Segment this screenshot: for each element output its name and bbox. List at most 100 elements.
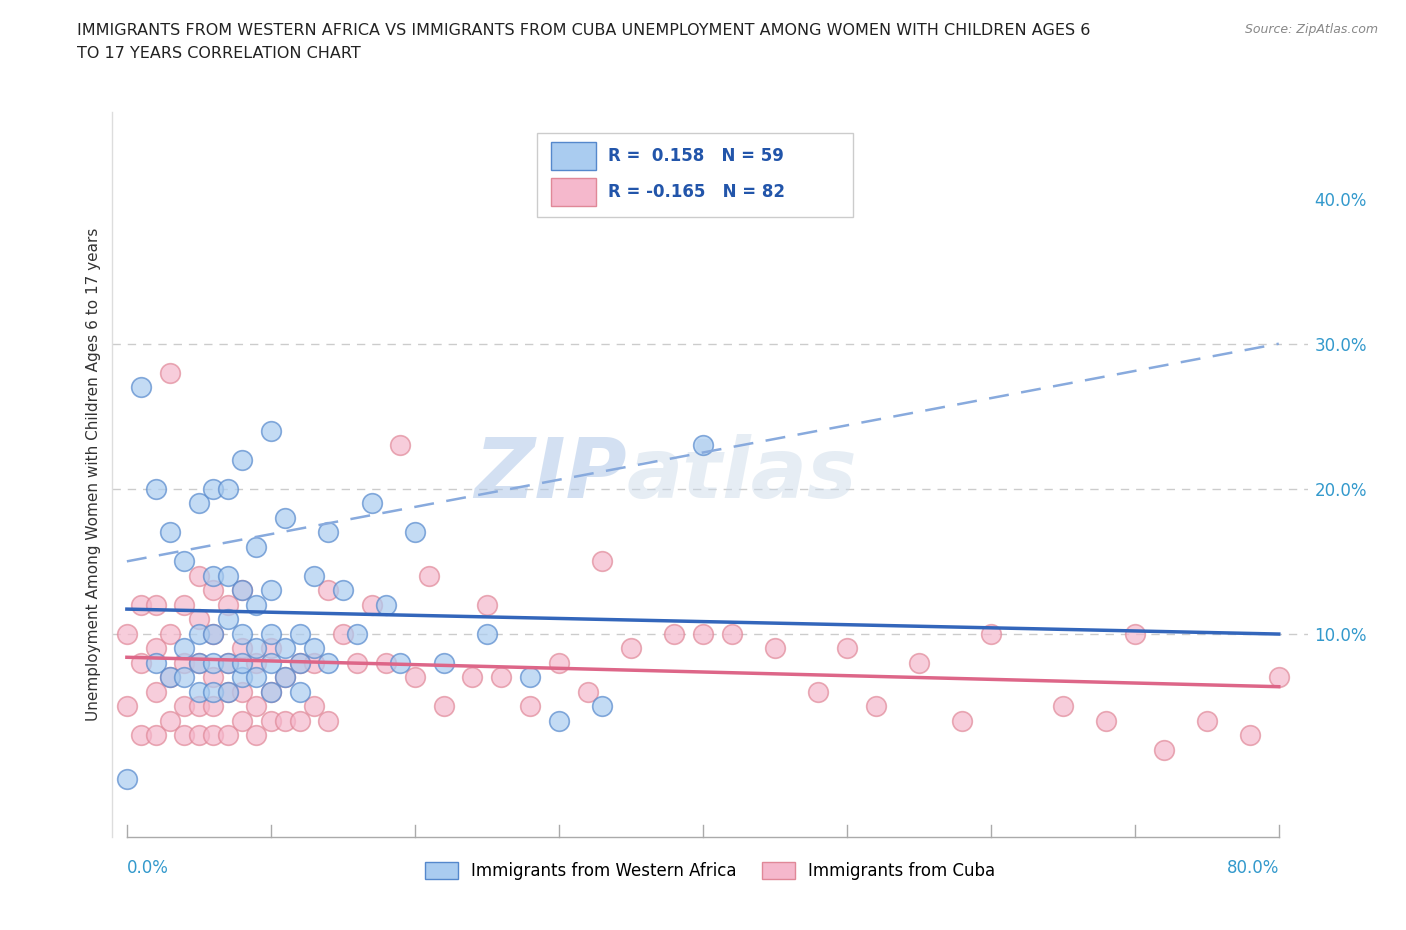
Legend: Immigrants from Western Africa, Immigrants from Cuba: Immigrants from Western Africa, Immigran… <box>418 856 1002 886</box>
Point <box>1239 728 1261 743</box>
Point <box>202 656 225 671</box>
Point <box>159 627 181 642</box>
Point <box>288 656 311 671</box>
Point <box>288 713 311 728</box>
Point <box>591 554 613 569</box>
Point <box>173 728 195 743</box>
Point <box>187 568 209 583</box>
Point <box>145 684 167 699</box>
Point <box>519 670 541 684</box>
Point <box>231 713 253 728</box>
Point <box>231 656 253 671</box>
Point <box>274 713 297 728</box>
Text: IMMIGRANTS FROM WESTERN AFRICA VS IMMIGRANTS FROM CUBA UNEMPLOYMENT AMONG WOMEN : IMMIGRANTS FROM WESTERN AFRICA VS IMMIGR… <box>77 23 1091 38</box>
Point <box>159 365 181 380</box>
Point <box>980 627 1002 642</box>
Point <box>950 713 973 728</box>
Point <box>173 554 195 569</box>
Point <box>260 641 283 656</box>
Text: R = -0.165   N = 82: R = -0.165 N = 82 <box>609 183 786 201</box>
Point <box>245 656 267 671</box>
Point <box>547 713 569 728</box>
Point <box>145 641 167 656</box>
Point <box>1195 713 1218 728</box>
Point <box>159 670 181 684</box>
Point <box>231 641 253 656</box>
Point <box>461 670 484 684</box>
Point <box>475 597 498 612</box>
Text: atlas: atlas <box>627 433 858 515</box>
Point <box>662 627 685 642</box>
Point <box>389 438 412 453</box>
Point <box>576 684 599 699</box>
Point <box>217 482 239 497</box>
Point <box>302 656 325 671</box>
Point <box>865 699 887 714</box>
Point <box>375 597 398 612</box>
Point <box>187 684 209 699</box>
Point <box>302 568 325 583</box>
Point <box>332 627 354 642</box>
Point <box>318 525 340 539</box>
Point <box>288 656 311 671</box>
Point <box>692 627 714 642</box>
Point <box>231 670 253 684</box>
Point <box>145 728 167 743</box>
Point <box>260 713 283 728</box>
Point <box>187 728 209 743</box>
Point <box>491 670 513 684</box>
Point <box>231 583 253 598</box>
Point <box>129 728 152 743</box>
Point <box>375 656 398 671</box>
Point <box>346 656 368 671</box>
Text: R =  0.158   N = 59: R = 0.158 N = 59 <box>609 147 785 165</box>
Point <box>217 612 239 627</box>
Point <box>1123 627 1146 642</box>
Point <box>332 583 354 598</box>
Point <box>591 699 613 714</box>
Point <box>217 597 239 612</box>
Point <box>202 670 225 684</box>
Point <box>260 656 283 671</box>
Point <box>202 568 225 583</box>
Point <box>231 583 253 598</box>
Point <box>129 379 152 394</box>
Point <box>145 482 167 497</box>
Point <box>217 684 239 699</box>
Point <box>202 699 225 714</box>
Point <box>115 699 138 714</box>
Point <box>187 699 209 714</box>
Point <box>173 656 195 671</box>
Point <box>245 641 267 656</box>
Point <box>318 656 340 671</box>
Point <box>404 670 426 684</box>
Point <box>360 496 382 511</box>
Point <box>202 627 225 642</box>
Point <box>318 583 340 598</box>
Point <box>231 452 253 467</box>
Point <box>217 684 239 699</box>
Point <box>217 728 239 743</box>
Point <box>1052 699 1074 714</box>
Point <box>1095 713 1118 728</box>
Point <box>231 627 253 642</box>
Text: ZIP: ZIP <box>474 433 627 515</box>
Point <box>245 699 267 714</box>
Point <box>807 684 830 699</box>
Point <box>187 656 209 671</box>
Point <box>835 641 858 656</box>
Point <box>274 670 297 684</box>
Point <box>202 627 225 642</box>
Point <box>620 641 643 656</box>
Point <box>404 525 426 539</box>
Point <box>187 627 209 642</box>
Point <box>159 713 181 728</box>
Point <box>145 597 167 612</box>
Point <box>475 627 498 642</box>
Point <box>173 597 195 612</box>
Point <box>763 641 786 656</box>
Point <box>245 728 267 743</box>
Point <box>418 568 440 583</box>
Point <box>159 525 181 539</box>
Text: TO 17 YEARS CORRELATION CHART: TO 17 YEARS CORRELATION CHART <box>77 46 361 61</box>
